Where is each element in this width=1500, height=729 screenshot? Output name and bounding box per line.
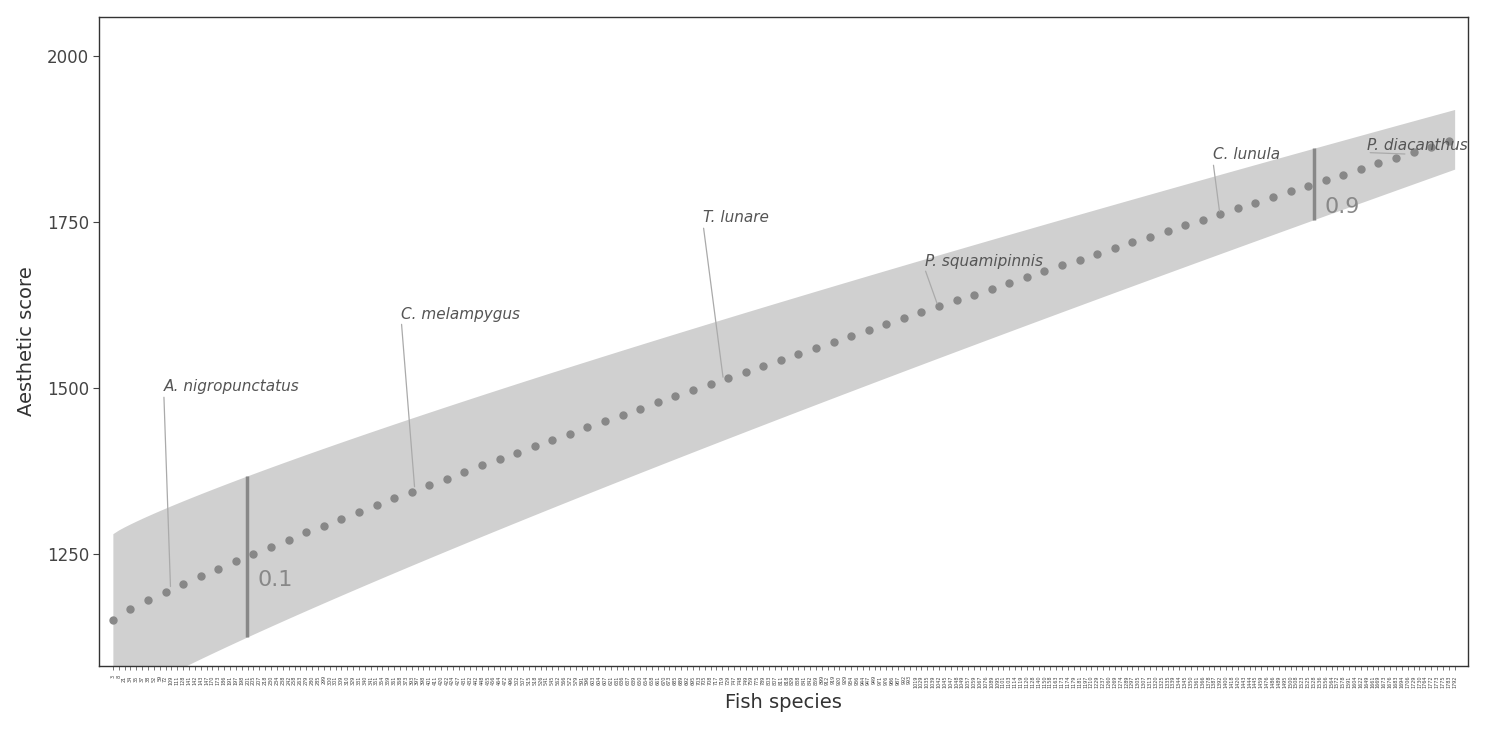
Y-axis label: Aesthetic score: Aesthetic score [16, 267, 36, 416]
Text: P. diacanthus: P. diacanthus [1368, 138, 1468, 152]
Text: C. melampygus: C. melampygus [402, 307, 520, 321]
Text: A. nigropunctatus: A. nigropunctatus [164, 380, 300, 394]
Text: P. squamipinnis: P. squamipinnis [924, 254, 1042, 268]
Text: C. lunula: C. lunula [1214, 147, 1280, 163]
X-axis label: Fish species: Fish species [726, 693, 842, 712]
Text: 0.1: 0.1 [258, 569, 292, 590]
Text: 0.9: 0.9 [1324, 197, 1360, 217]
Text: T. lunare: T. lunare [704, 211, 770, 225]
